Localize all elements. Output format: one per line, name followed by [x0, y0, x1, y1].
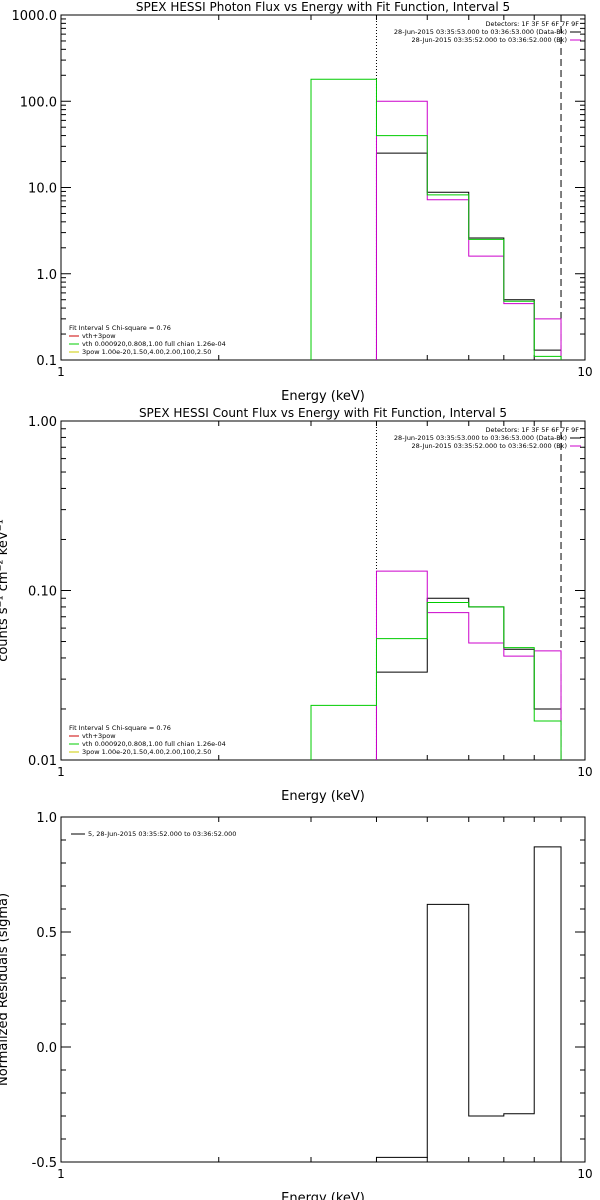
series-step-2: [310, 78, 562, 360]
x-tick-label: 10: [577, 365, 592, 379]
chart-title: SPEX HESSI Count Flux vs Energy with Fit…: [139, 406, 507, 420]
legend-title: Detectors: 1F 3F 5F 6F 7F 9F: [485, 426, 579, 434]
legend-title: Detectors: 1F 3F 5F 6F 7F 9F: [485, 20, 579, 28]
legend-label: 3pow 1.00e-20,1.50,4.00,2.00,100,2.50: [82, 348, 211, 356]
y-axis-label: counts s⁻¹ cm⁻² keV⁻¹: [0, 519, 11, 662]
legend-label: 28-Jun-2015 03:35:52.000 to 03:36:52.000…: [412, 442, 567, 450]
legend-label: vth+3pow: [82, 332, 116, 340]
x-tick-label: 10: [577, 1167, 592, 1181]
series-step-1: [375, 570, 562, 760]
x-tick-label: 1: [57, 765, 65, 779]
series-step-1: [375, 100, 562, 360]
x-tick-label: 1: [57, 1167, 65, 1181]
y-tick-label: 1.0: [36, 811, 57, 826]
legend-label: vth 0.000920,0.808,1.00 full chian 1.26e…: [82, 740, 226, 748]
legend-title: Fit Interval 5 Chi-square = 0.76: [69, 724, 171, 732]
y-tick-label: 1.0: [36, 268, 57, 283]
plot-frame: [60, 420, 586, 761]
legend-label: vth+3pow: [82, 732, 116, 740]
chart-title: SPEX HESSI Photon Flux vs Energy with Fi…: [136, 0, 510, 14]
y-tick-label: 0.5: [36, 926, 57, 941]
x-tick-label: 10: [577, 765, 592, 779]
y-tick-label: 0.10: [28, 585, 57, 600]
series-step-0: [375, 152, 562, 360]
y-tick-label: 1.00: [28, 415, 57, 430]
legend-label: 5, 28-Jun-2015 03:35:52.000 to 03:36:52.…: [88, 830, 236, 838]
y-tick-label: 100.0: [20, 95, 57, 110]
series-step-2: [310, 601, 562, 760]
x-tick-label: 1: [57, 365, 65, 379]
y-tick-label: 0.0: [36, 1041, 57, 1056]
legend-title: Fit Interval 5 Chi-square = 0.76: [69, 324, 171, 332]
x-axis-label: Energy (keV): [281, 789, 365, 804]
y-tick-label: 1000.0: [12, 9, 58, 24]
y-tick-label: -0.5: [32, 1156, 57, 1171]
legend-label: 3pow 1.00e-20,1.50,4.00,2.00,100,2.50: [82, 748, 211, 756]
x-axis-label: Energy (keV): [281, 389, 365, 404]
legend-label: 28-Jun-2015 03:35:52.000 to 03:36:52.000…: [412, 36, 567, 44]
legend-label: vth 0.000920,0.808,1.00 full chian 1.26e…: [82, 340, 226, 348]
series-step-0: [375, 846, 562, 1162]
plot-frame: [60, 14, 586, 361]
y-axis-label: Normalized Residuals (sigma): [0, 893, 11, 1086]
legend-label: 28-Jun-2015 03:35:53.000 to 03:36:53.000…: [394, 434, 567, 442]
legend-label: 28-Jun-2015 03:35:53.000 to 03:36:53.000…: [394, 28, 567, 36]
plot-frame: [60, 816, 586, 1163]
x-axis-label: Energy (keV): [281, 1191, 365, 1200]
y-tick-label: 0.01: [28, 754, 57, 769]
y-tick-label: 0.1: [36, 354, 57, 369]
y-tick-label: 10.0: [28, 182, 57, 197]
